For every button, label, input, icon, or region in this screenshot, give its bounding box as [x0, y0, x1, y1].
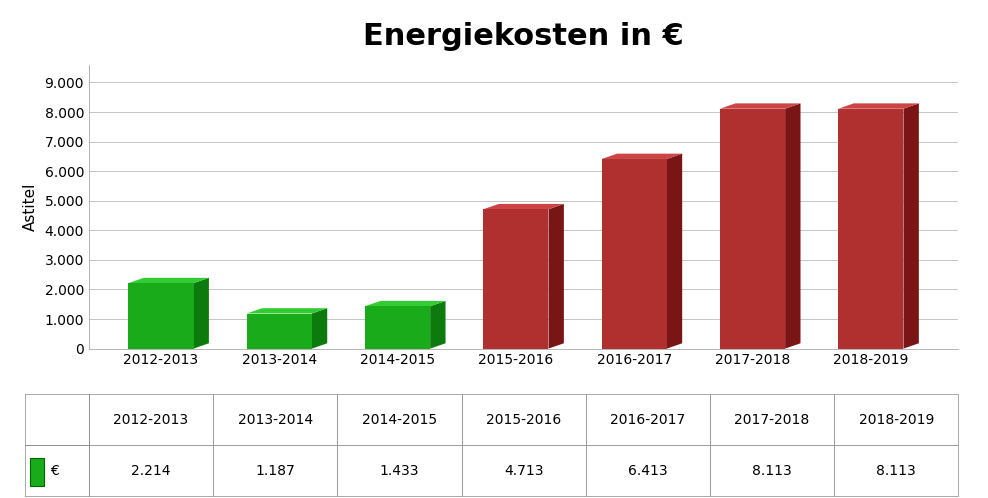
Polygon shape: [602, 154, 682, 159]
Polygon shape: [312, 308, 327, 349]
Text: €: €: [50, 464, 59, 478]
Polygon shape: [247, 308, 327, 314]
Bar: [30, 458, 43, 486]
FancyBboxPatch shape: [839, 109, 903, 349]
Title: Energiekosten in €: Energiekosten in €: [364, 22, 684, 51]
Polygon shape: [366, 301, 446, 306]
Polygon shape: [720, 104, 800, 109]
Polygon shape: [194, 278, 208, 349]
FancyBboxPatch shape: [247, 314, 312, 349]
FancyBboxPatch shape: [720, 109, 785, 349]
FancyBboxPatch shape: [366, 306, 430, 349]
FancyBboxPatch shape: [128, 283, 194, 349]
Polygon shape: [839, 104, 919, 109]
Polygon shape: [785, 104, 800, 349]
Polygon shape: [667, 154, 682, 349]
Polygon shape: [483, 204, 564, 209]
Polygon shape: [903, 104, 919, 349]
Polygon shape: [128, 278, 208, 283]
Polygon shape: [430, 301, 446, 349]
Polygon shape: [548, 204, 564, 349]
FancyBboxPatch shape: [602, 159, 667, 349]
Y-axis label: Astitel: Astitel: [23, 182, 38, 231]
FancyBboxPatch shape: [483, 209, 548, 349]
